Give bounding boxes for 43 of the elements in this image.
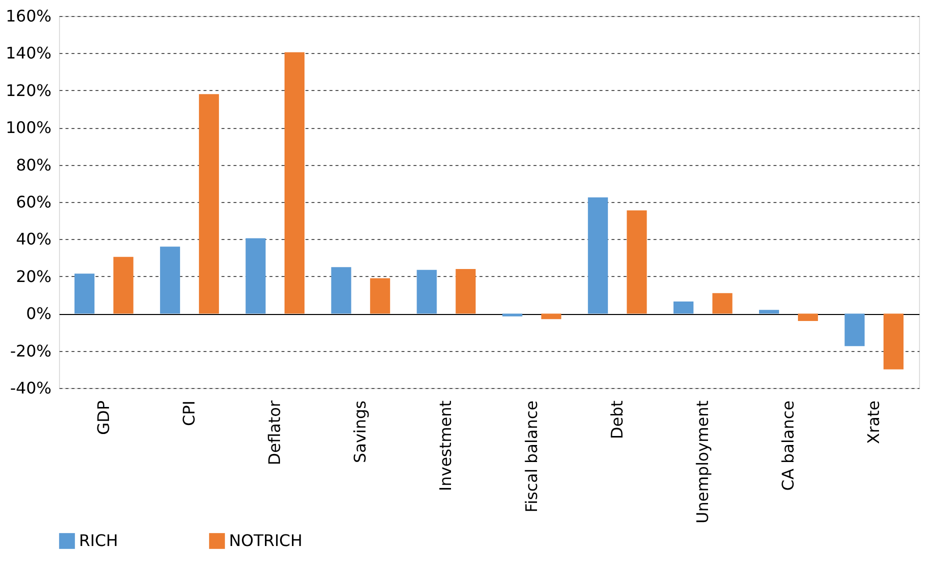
x-tick-label: Deflator [265,400,284,466]
x-tick-label: Debt [607,400,626,440]
bar [712,293,732,314]
bar [198,94,219,314]
legend-label: NOTRICH [229,531,302,550]
x-tick-label: Unemployment [692,400,712,524]
bar [759,310,780,314]
bar [673,302,694,314]
bar [113,256,134,314]
bar [588,197,608,314]
bar [416,270,437,314]
bar [74,274,94,314]
y-tick-label: 60% [16,192,52,212]
x-tick-label: Savings [350,400,370,464]
bar [456,268,476,314]
x-tick-label: CA balance [778,400,798,491]
bar [160,246,180,314]
y-tick-label: 140% [6,44,52,63]
y-tick-label: -20% [10,341,52,360]
y-tick-label: 80% [16,155,52,174]
bar [541,314,562,320]
bar [844,314,865,346]
x-tick-label: CPI [180,400,198,426]
bar [626,210,647,314]
bar [798,314,818,322]
bar [370,278,390,314]
x-tick-label: Investment [436,400,456,492]
y-tick-label: 0% [26,304,52,324]
y-tick-label: 120% [6,80,52,100]
bar [331,267,352,314]
bar [246,238,266,314]
x-tick-label: GDP [94,400,113,435]
y-tick-label: -40% [10,378,52,398]
y-tick-label: 100% [6,118,52,138]
y-tick-label: 20% [16,266,52,286]
x-tick-label: Fiscal balance [522,400,541,512]
bar [284,52,305,314]
bar [502,314,522,316]
bar [884,314,904,370]
legend-label: RICH [79,531,118,550]
y-tick-label: 160% [6,6,52,26]
y-tick-label: 40% [16,230,52,249]
x-tick-label: Xrate [864,400,884,444]
